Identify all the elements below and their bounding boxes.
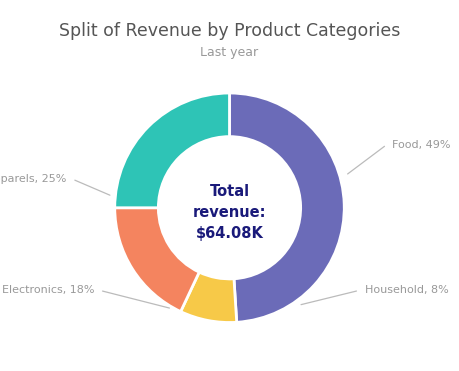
Wedge shape	[230, 93, 344, 322]
Text: Total: Total	[209, 184, 250, 199]
Wedge shape	[115, 208, 199, 312]
Text: Household, 8%: Household, 8%	[365, 285, 448, 295]
Circle shape	[159, 137, 300, 278]
Wedge shape	[181, 272, 237, 322]
Wedge shape	[115, 93, 230, 208]
Text: Split of Revenue by Product Categories: Split of Revenue by Product Categories	[59, 22, 400, 40]
Text: Last year: Last year	[201, 46, 258, 59]
Text: revenue:: revenue:	[193, 205, 266, 220]
Text: Food, 49%: Food, 49%	[392, 139, 451, 150]
Text: Apparels, 25%: Apparels, 25%	[0, 174, 67, 184]
Text: Electronics, 18%: Electronics, 18%	[1, 285, 94, 295]
Text: $64.08K: $64.08K	[196, 226, 263, 240]
